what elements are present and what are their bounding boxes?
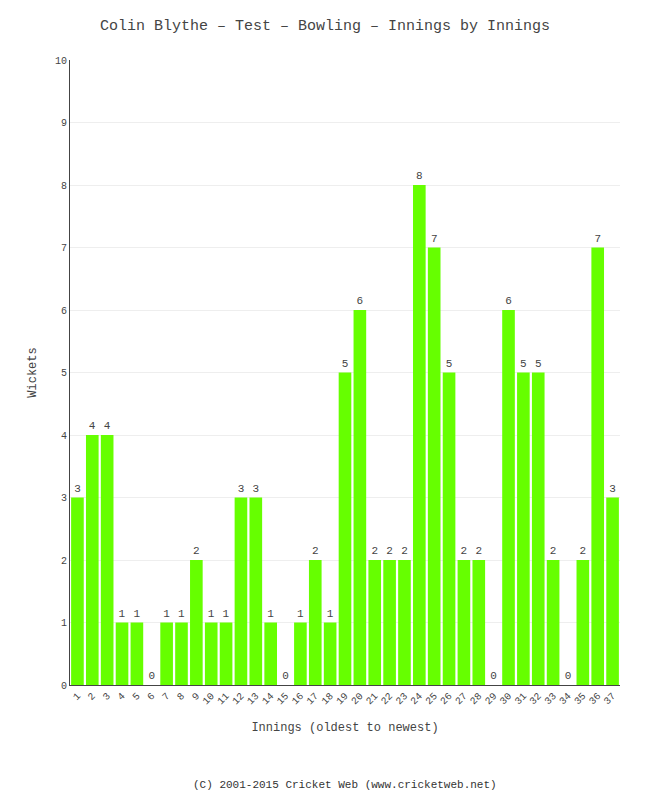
svg-text:22: 22 (379, 691, 395, 707)
svg-text:36: 36 (587, 691, 603, 707)
svg-text:24: 24 (409, 691, 425, 707)
svg-text:35: 35 (572, 691, 588, 707)
svg-text:13: 13 (245, 691, 261, 707)
svg-text:0: 0 (148, 670, 155, 682)
svg-text:3: 3 (253, 483, 260, 495)
svg-text:0: 0 (282, 670, 289, 682)
svg-text:Wickets: Wickets (26, 347, 40, 397)
svg-text:10: 10 (201, 691, 217, 707)
svg-text:5: 5 (446, 358, 453, 370)
svg-text:34: 34 (557, 691, 573, 707)
svg-text:1: 1 (71, 691, 83, 703)
svg-text:1: 1 (163, 608, 170, 620)
svg-text:17: 17 (305, 691, 321, 707)
svg-text:1: 1 (223, 608, 230, 620)
svg-text:4: 4 (104, 420, 111, 432)
svg-text:5: 5 (61, 368, 67, 379)
svg-text:1: 1 (208, 608, 215, 620)
svg-text:2: 2 (401, 545, 408, 557)
svg-text:26: 26 (438, 691, 454, 707)
svg-text:Innings (oldest to newest): Innings (oldest to newest) (251, 721, 438, 735)
svg-text:2: 2 (550, 545, 557, 557)
svg-text:1: 1 (61, 618, 67, 629)
svg-text:(C) 2001-2015 Cricket Web (www: (C) 2001-2015 Cricket Web (www.cricketwe… (193, 779, 497, 791)
svg-text:27: 27 (453, 691, 469, 707)
svg-text:11: 11 (215, 691, 231, 707)
svg-text:4: 4 (89, 420, 96, 432)
svg-text:1: 1 (178, 608, 185, 620)
svg-text:9: 9 (61, 118, 67, 129)
svg-text:25: 25 (424, 691, 440, 707)
svg-text:2: 2 (461, 545, 468, 557)
svg-text:16: 16 (290, 691, 306, 707)
svg-text:3: 3 (101, 691, 113, 703)
svg-text:5: 5 (131, 691, 143, 703)
svg-text:3: 3 (61, 493, 67, 504)
svg-text:12: 12 (230, 691, 246, 707)
svg-text:30: 30 (498, 691, 514, 707)
svg-text:7: 7 (594, 233, 601, 245)
svg-text:14: 14 (260, 691, 276, 707)
svg-text:2: 2 (386, 545, 393, 557)
svg-text:0: 0 (565, 670, 572, 682)
svg-text:0: 0 (61, 681, 67, 692)
svg-text:6: 6 (145, 691, 157, 703)
svg-text:9: 9 (190, 691, 202, 703)
svg-text:7: 7 (160, 691, 172, 703)
svg-text:5: 5 (342, 358, 349, 370)
svg-text:2: 2 (371, 545, 378, 557)
svg-text:6: 6 (357, 295, 364, 307)
svg-text:1: 1 (119, 608, 126, 620)
svg-text:3: 3 (238, 483, 245, 495)
svg-text:23: 23 (394, 691, 410, 707)
svg-text:2: 2 (61, 556, 67, 567)
svg-text:3: 3 (609, 483, 616, 495)
svg-text:18: 18 (320, 691, 336, 707)
svg-text:2: 2 (86, 691, 98, 703)
svg-text:Colin Blythe – Test – Bowling: Colin Blythe – Test – Bowling – Innings … (100, 18, 550, 35)
svg-text:5: 5 (520, 358, 527, 370)
svg-text:1: 1 (297, 608, 304, 620)
svg-text:8: 8 (175, 691, 187, 703)
svg-text:2: 2 (193, 545, 200, 557)
svg-text:28: 28 (468, 691, 484, 707)
svg-text:32: 32 (528, 691, 544, 707)
svg-text:37: 37 (602, 691, 618, 707)
svg-text:19: 19 (334, 691, 350, 707)
svg-text:10: 10 (55, 56, 67, 67)
svg-text:1: 1 (267, 608, 274, 620)
svg-text:2: 2 (312, 545, 319, 557)
svg-text:33: 33 (542, 691, 558, 707)
svg-text:4: 4 (116, 691, 128, 703)
svg-text:2: 2 (475, 545, 482, 557)
svg-text:6: 6 (61, 306, 67, 317)
svg-text:7: 7 (61, 243, 67, 254)
svg-text:1: 1 (327, 608, 334, 620)
svg-text:1: 1 (133, 608, 140, 620)
svg-text:20: 20 (349, 691, 365, 707)
svg-text:2: 2 (580, 545, 587, 557)
svg-text:7: 7 (431, 233, 438, 245)
svg-text:4: 4 (61, 431, 67, 442)
svg-text:15: 15 (275, 691, 291, 707)
svg-text:0: 0 (490, 670, 497, 682)
svg-text:5: 5 (535, 358, 542, 370)
svg-text:8: 8 (416, 170, 423, 182)
svg-text:8: 8 (61, 181, 67, 192)
svg-text:31: 31 (513, 691, 529, 707)
svg-text:21: 21 (364, 691, 380, 707)
svg-text:29: 29 (483, 691, 499, 707)
svg-text:6: 6 (505, 295, 512, 307)
svg-text:3: 3 (74, 483, 81, 495)
